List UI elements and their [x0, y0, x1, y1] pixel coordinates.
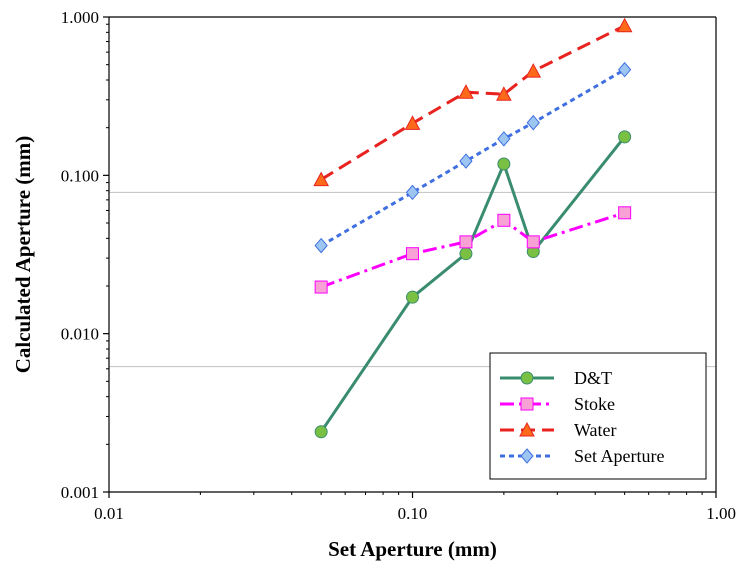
- data-point-set-aperture: [459, 153, 473, 169]
- series-line-d-t: [319, 135, 626, 433]
- x-axis-title: Set Aperture (mm): [328, 537, 497, 561]
- y-tick-label: 0.001: [61, 483, 99, 502]
- legend-label-water: Water: [574, 420, 617, 440]
- legend-marker-water: [519, 421, 535, 437]
- x-tick-label: 1.00: [706, 504, 736, 523]
- x-tick-label: 0.01: [94, 504, 124, 523]
- data-point-set-aperture: [617, 61, 632, 78]
- legend-marker-set-aperture: [520, 448, 534, 464]
- series-line-water: [320, 24, 626, 181]
- series-stoke: [314, 206, 632, 294]
- data-point-water: [404, 115, 421, 130]
- data-point-water: [525, 63, 542, 78]
- data-point-d-t: [314, 425, 328, 439]
- series-line-stoke: [320, 211, 626, 289]
- y-tick-label: 0.100: [61, 166, 99, 185]
- data-point-stoke: [497, 213, 511, 227]
- y-tick-label: 1.000: [61, 8, 99, 27]
- series-d-t: [314, 130, 632, 439]
- data-point-d-t: [459, 247, 473, 261]
- data-point-water: [313, 171, 329, 187]
- series-water: [313, 17, 633, 187]
- data-point-stoke: [406, 247, 419, 261]
- data-point-water: [496, 86, 512, 101]
- axes: 0.001 0.010 0.100 1.000 0.01 0.10 1.00: [61, 8, 736, 523]
- data-point-stoke: [459, 235, 473, 249]
- data-point-stoke: [618, 206, 632, 220]
- data-point-stoke: [314, 280, 328, 294]
- x-tick-label: 0.10: [398, 504, 428, 523]
- series-layer: [313, 17, 633, 439]
- data-point-d-t: [618, 130, 632, 144]
- y-axis-title: Calculated Aperture (mm): [11, 136, 35, 374]
- data-point-d-t: [406, 290, 419, 304]
- series-line-set-aperture: [320, 68, 626, 247]
- data-point-water: [616, 17, 633, 33]
- data-point-set-aperture: [405, 184, 420, 201]
- data-point-set-aperture: [497, 131, 511, 147]
- legend-marker-stoke: [520, 397, 534, 411]
- data-point-set-aperture: [314, 237, 328, 254]
- y-tick-label: 0.010: [61, 325, 99, 344]
- legend: D&T Stoke Water Set Aperture: [489, 352, 707, 480]
- data-point-d-t: [497, 157, 511, 171]
- legend-label-set-aperture: Set Aperture: [574, 446, 664, 466]
- legend-label-d-t: D&T: [574, 368, 612, 388]
- data-point-set-aperture: [526, 114, 540, 131]
- legend-label-stoke: Stoke: [574, 394, 615, 414]
- data-point-water: [458, 84, 474, 99]
- legend-marker-d-t: [520, 371, 534, 385]
- series-set-aperture: [314, 61, 632, 254]
- data-point-stoke: [526, 235, 540, 249]
